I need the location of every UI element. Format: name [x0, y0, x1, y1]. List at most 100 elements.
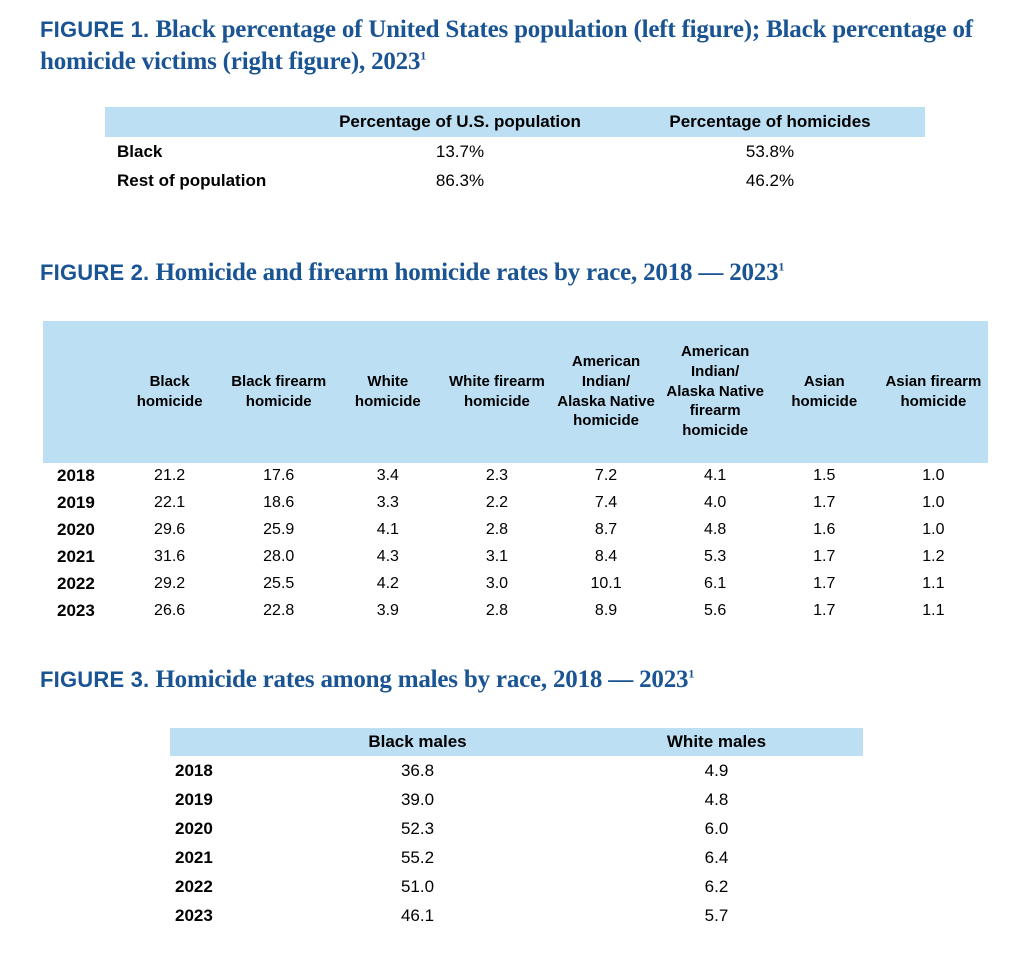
row-label-cell: Black — [117, 141, 163, 161]
value-cell: 4.2 — [376, 575, 399, 592]
figure1-heading: FIGURE 1. Black percentage of United Sta… — [40, 14, 986, 77]
header-cell-blank — [43, 320, 116, 463]
year-cell: 2018 — [57, 466, 95, 485]
spacer — [40, 625, 988, 664]
header-cell-white-males: White males — [570, 728, 863, 756]
value-cell: 3.3 — [376, 494, 399, 511]
value-cell: 4.8 — [704, 521, 727, 538]
value-cell: 1.7 — [813, 602, 836, 619]
table-row: 2018 36.8 4.9 — [170, 756, 863, 785]
figure2-footnote-marker: 1 — [778, 259, 785, 274]
table-row: 2018 21.2 17.6 3.4 2.3 7.2 4.1 1.5 1.0 — [43, 463, 988, 490]
figure3-footnote-marker: 1 — [688, 666, 695, 681]
header-cell-us-population: Percentage of U.S. population — [305, 107, 615, 137]
figure1-label: FIGURE 1. — [40, 17, 150, 42]
header-row: Percentage of U.S. population Percentage… — [105, 107, 925, 137]
year-cell: 2020 — [175, 818, 213, 838]
value-cell: 1.7 — [813, 575, 836, 592]
value-cell: 6.1 — [704, 575, 727, 592]
spacer — [40, 195, 988, 257]
figure3-heading: FIGURE 3. Homicide rates among males by … — [40, 664, 986, 696]
header-cell-black-males: Black males — [265, 728, 570, 756]
value-cell: 1.7 — [813, 548, 836, 565]
table-row: 2021 31.6 28.0 4.3 3.1 8.4 5.3 1.7 1.2 — [43, 544, 988, 571]
value-cell: 3.9 — [376, 602, 399, 619]
table-row: 2020 52.3 6.0 — [170, 814, 863, 843]
value-cell: 86.3% — [435, 170, 485, 190]
table-row: 2021 55.2 6.4 — [170, 843, 863, 872]
figure2-heading: FIGURE 2. Homicide and firearm homicide … — [40, 257, 986, 289]
value-cell: 1.5 — [813, 467, 836, 484]
value-cell: 4.9 — [704, 760, 729, 780]
value-cell: 3.4 — [376, 467, 399, 484]
value-cell: 5.7 — [704, 905, 729, 925]
value-cell: 4.8 — [704, 789, 729, 809]
header-cell-aian-homicide: American Indian/ Alaska Native homicide — [551, 320, 661, 463]
value-cell: 29.6 — [154, 521, 186, 538]
value-cell: 52.3 — [400, 818, 435, 838]
value-cell: 39.0 — [400, 789, 435, 809]
header-cell-black-homicide: Black homicide — [115, 320, 225, 463]
year-cell: 2018 — [175, 760, 213, 780]
value-cell: 26.6 — [154, 602, 186, 619]
value-cell: 36.8 — [400, 760, 435, 780]
table-row: 2022 51.0 6.2 — [170, 872, 863, 901]
value-cell: 8.4 — [594, 548, 618, 565]
table-row: 2022 29.2 25.5 4.2 3.0 10.1 6.1 1.7 1.1 — [43, 571, 988, 598]
figure3-title-text: Homicide rates among males by race, 2018… — [155, 665, 689, 693]
year-cell: 2022 — [175, 876, 213, 896]
year-cell: 2020 — [57, 520, 95, 539]
value-cell: 1.2 — [922, 548, 945, 565]
header-cell-white-firearm-homicide: White firearm homicide — [442, 320, 552, 463]
header-cell-asian-homicide: Asian homicide — [769, 320, 879, 463]
value-cell: 55.2 — [400, 847, 435, 867]
value-cell: 1.0 — [922, 521, 945, 538]
value-cell: 6.0 — [704, 818, 729, 838]
value-cell: 18.6 — [263, 494, 295, 511]
value-cell: 1.6 — [813, 521, 836, 538]
header-cell-homicides: Percentage of homicides — [615, 107, 925, 137]
figure2-table-header: Black homicide Black firearm homicide Wh… — [43, 320, 988, 463]
figure1-footnote-marker: 1 — [420, 48, 427, 63]
value-cell: 29.2 — [154, 575, 186, 592]
header-cell-white-homicide: White homicide — [333, 320, 443, 463]
figure1-table-header: Percentage of U.S. population Percentage… — [105, 107, 925, 137]
value-cell: 2.2 — [485, 494, 509, 511]
value-cell: 53.8% — [745, 141, 795, 161]
value-cell: 6.4 — [704, 847, 729, 867]
header-cell-aian-firearm-homicide: American Indian/ Alaska Native firearm h… — [660, 320, 770, 463]
figure3-table: Black males White males 2018 36.8 4.9 20… — [170, 728, 863, 930]
figure3-table-header: Black males White males — [170, 728, 863, 756]
figure1-title-text: Black percentage of United States popula… — [40, 16, 973, 75]
value-cell: 1.0 — [922, 467, 945, 484]
table-row: 2019 22.1 18.6 3.3 2.2 7.4 4.0 1.7 1.0 — [43, 490, 988, 517]
value-cell: 28.0 — [263, 548, 295, 565]
header-row: Black males White males — [170, 728, 863, 756]
value-cell: 3.0 — [485, 575, 509, 592]
year-cell: 2021 — [175, 847, 213, 867]
figure1-table: Percentage of U.S. population Percentage… — [105, 107, 925, 195]
value-cell: 3.1 — [485, 548, 509, 565]
value-cell: 2.3 — [485, 467, 509, 484]
value-cell: 2.8 — [485, 521, 509, 538]
value-cell: 22.1 — [154, 494, 186, 511]
value-cell: 46.2% — [745, 170, 795, 190]
value-cell: 4.1 — [376, 521, 399, 538]
value-cell: 5.3 — [704, 548, 727, 565]
year-cell: 2023 — [57, 601, 95, 620]
value-cell: 22.8 — [263, 602, 295, 619]
value-cell: 8.9 — [594, 602, 618, 619]
value-cell: 31.6 — [154, 548, 186, 565]
value-cell: 51.0 — [400, 876, 435, 896]
year-cell: 2019 — [175, 789, 213, 809]
value-cell: 1.0 — [922, 494, 945, 511]
value-cell: 1.1 — [922, 575, 945, 592]
figure3-label: FIGURE 3. — [40, 666, 150, 692]
value-cell: 6.2 — [704, 876, 729, 896]
header-cell-blank — [170, 728, 265, 756]
year-cell: 2021 — [57, 547, 95, 566]
value-cell: 5.6 — [704, 602, 727, 619]
value-cell: 13.7% — [435, 141, 485, 161]
value-cell: 4.3 — [376, 548, 399, 565]
year-cell: 2019 — [57, 493, 95, 512]
